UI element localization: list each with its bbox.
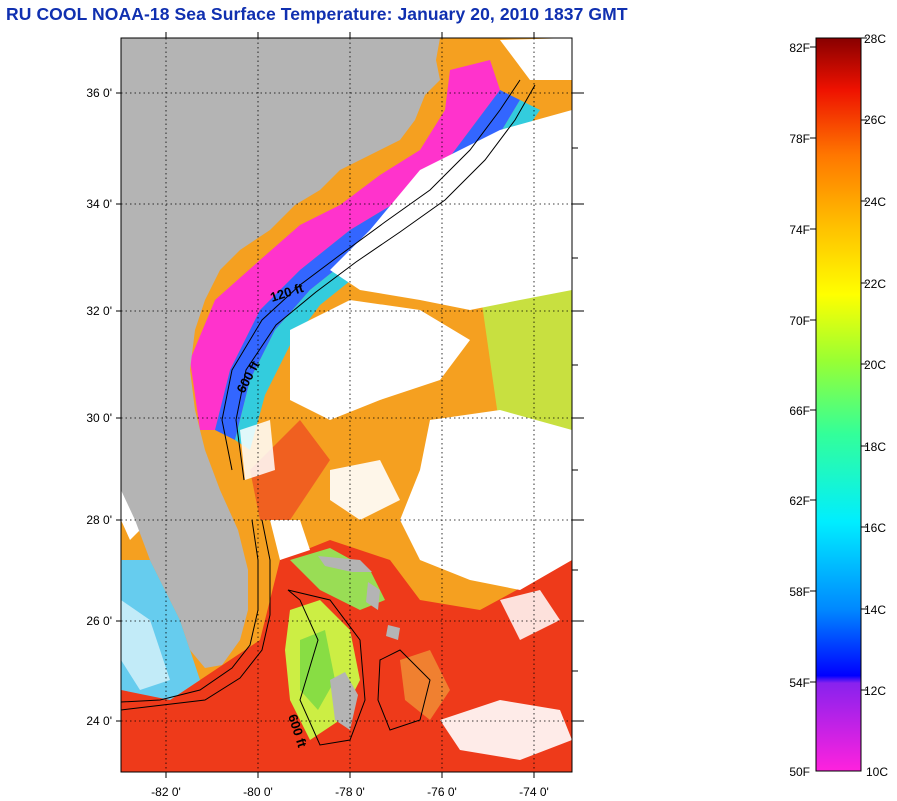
colorbar-ticks — [810, 37, 867, 691]
colorbar-c-20: 20C — [864, 358, 886, 372]
colorbar-c-28: 28C — [864, 32, 886, 46]
florida-bay-clouds — [121, 600, 170, 690]
lon-label-74: -74 0' — [519, 785, 549, 799]
lat-label-36: 36 0' — [86, 86, 112, 100]
lon-label-82: -82 0' — [151, 785, 181, 799]
exuma-water — [400, 650, 450, 720]
colorbar-c-12: 12C — [864, 684, 886, 698]
grand-bahama — [318, 556, 372, 572]
axis-ticks — [116, 32, 584, 778]
colorbar-c-14: 14C — [864, 603, 886, 617]
andros — [330, 672, 358, 730]
lon-label-76: -76 0' — [427, 785, 457, 799]
bank-shallows — [300, 630, 335, 710]
us-east-coast-land — [121, 38, 440, 668]
colorbar-c-16: 16C — [864, 521, 886, 535]
lat-label-26: 26 0' — [86, 614, 112, 628]
lat-label-34: 34 0' — [86, 197, 112, 211]
colorbar-f-50: 50F — [789, 765, 810, 779]
map-grid — [121, 38, 572, 772]
page-title: RU COOL NOAA-18 Sea Surface Temperature:… — [6, 4, 628, 24]
cooler-offshore-band — [480, 280, 572, 440]
lon-label-80: -80 0' — [243, 785, 273, 799]
colorbar-f-54: 54F — [789, 676, 810, 690]
lat-label-32: 32 0' — [86, 304, 112, 318]
lat-label-28: 28 0' — [86, 513, 112, 527]
lat-label-24: 24 0' — [86, 714, 112, 728]
colorbar-c-18: 18C — [864, 440, 886, 454]
colorbar-f-70: 70F — [789, 314, 810, 328]
colorbar-c-22: 22C — [864, 277, 886, 291]
colorbar-f-74: 74F — [789, 223, 810, 237]
little-bahama-bank — [290, 548, 385, 610]
sst-map — [121, 38, 572, 772]
map-frame — [120, 37, 573, 773]
warm-eddy — [250, 420, 330, 520]
isobaths — [121, 79, 536, 746]
lat-label-30: 30 0' — [86, 411, 112, 425]
nassau-island — [386, 625, 400, 640]
colorbar-f-66: 66F — [789, 404, 810, 418]
colorbar: 82F 78F 74F 70F 66F 62F 58F 54F 50F 28C … — [789, 32, 888, 779]
cloud-cover — [121, 38, 572, 760]
cold-shelf-water — [190, 60, 500, 430]
colorbar-f-58: 58F — [789, 585, 810, 599]
colorbar-c-10: 10C — [866, 765, 888, 779]
colorbar-f-78: 78F — [789, 132, 810, 146]
gulf-coast-land — [121, 455, 140, 490]
colorbar-c-26: 26C — [864, 113, 886, 127]
lon-label-78: -78 0' — [335, 785, 365, 799]
colorbar-c-24: 24C — [864, 195, 886, 209]
colorbar-f-82: 82F — [789, 41, 810, 55]
abaco — [366, 582, 380, 610]
colorbar-gradient — [815, 37, 862, 772]
colorbar-f-62: 62F — [789, 494, 810, 508]
